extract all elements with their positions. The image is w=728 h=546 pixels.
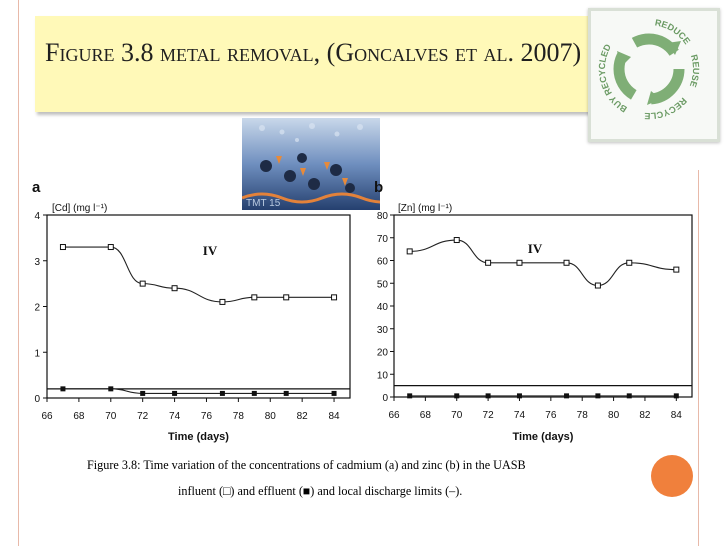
influent-point xyxy=(139,280,146,287)
y-tick-label: 80 xyxy=(377,211,389,222)
influent-point xyxy=(107,244,114,251)
x-tick-label: 74 xyxy=(169,411,181,422)
x-tick-label: 70 xyxy=(451,410,463,421)
effluent-point xyxy=(331,390,337,396)
x-axis-label: Time (days) xyxy=(168,431,229,443)
influent-point xyxy=(171,285,178,292)
influent-series-line xyxy=(62,246,335,303)
x-tick-label: 68 xyxy=(73,411,85,422)
caption-line-2: influent (□) and effluent (■) and local … xyxy=(178,484,463,498)
x-tick-label: 76 xyxy=(545,410,557,421)
y-tick-label: 70 xyxy=(377,234,389,245)
influent-point xyxy=(331,294,338,301)
chart-a: a [Cd] (mg l⁻¹) Time (days) IV 66 68 70 72 74 76 7… xyxy=(32,179,351,443)
accent-circle xyxy=(651,455,693,497)
y-tick-label: 4 xyxy=(34,211,40,222)
effluent-point xyxy=(108,386,114,392)
caption-line-1: Figure 3.8: Time variation of the concen… xyxy=(87,458,526,472)
x-tick-label: 74 xyxy=(514,410,526,421)
influent-point xyxy=(251,294,258,301)
influent-point xyxy=(59,244,66,251)
effluent-point xyxy=(595,393,601,399)
phase-label: IV xyxy=(528,241,543,256)
effluent-point xyxy=(283,390,289,396)
x-tick-label: 82 xyxy=(639,410,651,421)
influent-point xyxy=(219,298,226,305)
x-tick-label: 66 xyxy=(41,411,53,422)
y-tick-label: 30 xyxy=(377,325,389,336)
y-tick-label: 60 xyxy=(377,257,389,268)
phase-label: IV xyxy=(203,243,218,258)
x-tick-label: 76 xyxy=(201,411,213,422)
influent-point xyxy=(626,259,633,266)
x-tick-label: 66 xyxy=(388,410,400,421)
effluent-point xyxy=(564,393,570,399)
x-tick-label: 78 xyxy=(233,411,245,422)
influent-point xyxy=(283,294,290,301)
influent-point xyxy=(453,237,460,244)
plot-frame xyxy=(46,214,351,399)
metal-ions-illustration: TMT 15 xyxy=(242,118,380,210)
x-tick-label: 68 xyxy=(420,410,432,421)
x-tick-label: 84 xyxy=(671,410,683,421)
panel-label: b xyxy=(374,179,383,196)
x-tick-label: 80 xyxy=(265,411,277,422)
y-tick-label: 2 xyxy=(34,303,40,314)
y-tick-label: 3 xyxy=(34,257,40,268)
recycle-word-reuse: REUSE xyxy=(688,54,701,89)
x-tick-label: 80 xyxy=(608,410,620,421)
effluent-series-line xyxy=(62,388,335,394)
photo-label: TMT 15 xyxy=(246,198,281,209)
x-tick-label: 78 xyxy=(577,410,589,421)
influent-series-line xyxy=(409,239,677,287)
x-tick-label: 70 xyxy=(105,411,117,422)
effluent-point xyxy=(140,390,146,396)
panel-label: a xyxy=(32,179,41,196)
effluent-point xyxy=(172,390,178,396)
effluent-point xyxy=(407,393,413,399)
effluent-point xyxy=(626,393,632,399)
svg-text:REUSE: REUSE xyxy=(688,54,701,89)
y-tick-label: 20 xyxy=(377,348,389,359)
influent-point xyxy=(563,259,570,266)
effluent-point xyxy=(516,393,522,399)
y-axis-label: [Zn] (mg l⁻¹) xyxy=(398,203,452,214)
right-border-line xyxy=(698,170,699,546)
left-border-line xyxy=(18,0,19,546)
influent-point xyxy=(594,282,601,289)
y-tick-label: 10 xyxy=(377,370,389,381)
y-axis-label: [Cd] (mg l⁻¹) xyxy=(52,203,107,214)
effluent-point xyxy=(673,393,679,399)
influent-point xyxy=(516,259,523,266)
x-tick-label: 84 xyxy=(328,411,340,422)
influent-point xyxy=(485,259,492,266)
y-tick-label: 1 xyxy=(34,348,40,359)
recycle-logo: REDUCE REUSE RECYCLE BUY RECYCLED xyxy=(588,8,720,142)
y-tick-label: 50 xyxy=(377,279,389,290)
effluent-point xyxy=(219,390,225,396)
y-tick-label: 40 xyxy=(377,302,389,313)
y-tick-label: 0 xyxy=(34,394,40,405)
effluent-point xyxy=(454,393,460,399)
metal-removal-photo: TMT 15 xyxy=(242,118,380,210)
x-axis-label: Time (days) xyxy=(513,431,574,443)
slide-title: Figure 3.8 metal removal, (Goncalves et … xyxy=(45,38,582,67)
x-tick-label: 72 xyxy=(137,411,149,422)
x-tick-label: 82 xyxy=(297,411,309,422)
effluent-point xyxy=(485,393,491,399)
influent-point xyxy=(673,266,680,273)
title-banner: Figure 3.8 metal removal, (Goncalves et … xyxy=(35,16,630,112)
y-tick-label: 0 xyxy=(382,393,388,404)
recycle-icon: REDUCE REUSE RECYCLE BUY RECYCLED xyxy=(597,17,701,121)
chart-b: b [Zn] (mg l⁻¹) Time (days) IV 66 68 70 72 74 76 7… xyxy=(374,179,693,443)
x-tick-label: 72 xyxy=(483,410,495,421)
effluent-point xyxy=(60,386,66,392)
plot-frame xyxy=(393,214,693,398)
influent-point xyxy=(406,248,413,255)
effluent-point xyxy=(251,390,257,396)
